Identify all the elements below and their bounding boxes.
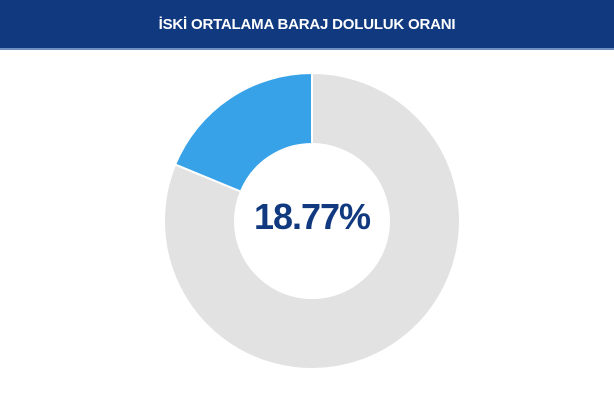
- slice-empty: [163, 71, 461, 370]
- chart-header: İSKİ ORTALAMA BARAJ DOLULUK ORANI: [0, 0, 614, 50]
- slice-filled: [173, 71, 313, 193]
- chart-title: İSKİ ORTALAMA BARAJ DOLULUK ORANI: [158, 15, 456, 33]
- center-percentage-label: 18.77%: [253, 196, 371, 237]
